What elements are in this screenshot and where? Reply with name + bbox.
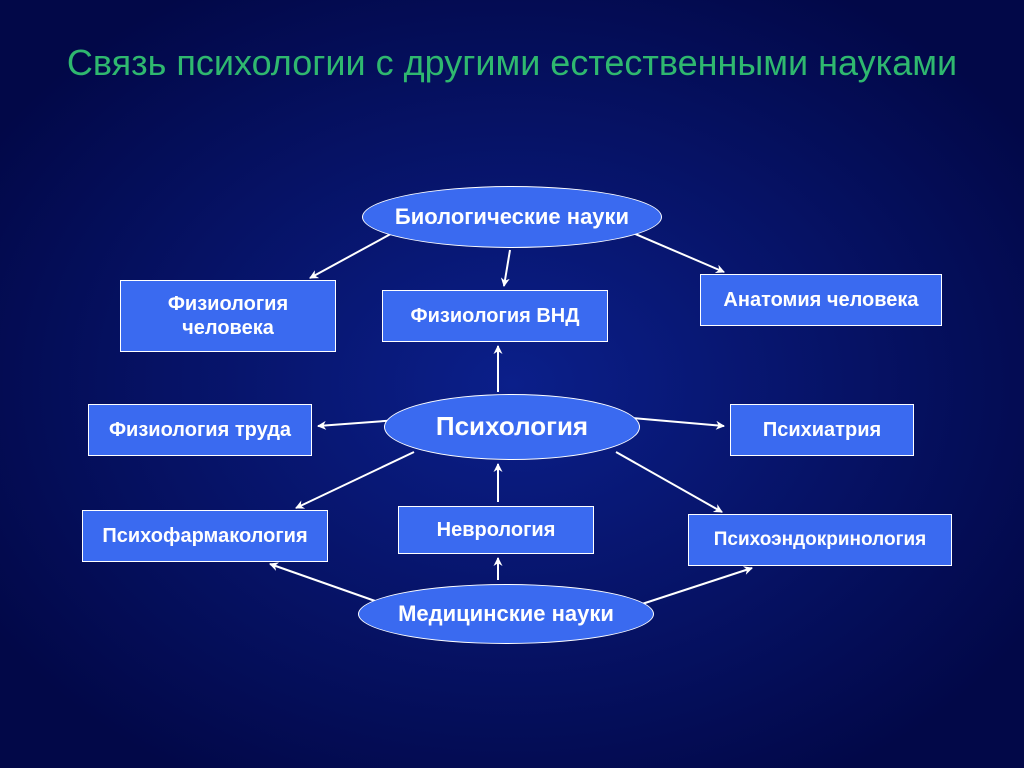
diagram-stage: Связь психологии с другими естественными…	[0, 0, 1024, 768]
arrows-layer	[0, 0, 1024, 768]
node-anatomy: Анатомия человека	[700, 274, 942, 326]
node-physio_vnd: Физиология ВНД	[382, 290, 608, 342]
node-bio: Биологические науки	[362, 186, 662, 248]
node-med: Медицинские науки	[358, 584, 654, 644]
node-psychiatry: Психиатрия	[730, 404, 914, 456]
node-psych: Психология	[384, 394, 640, 460]
arrow	[296, 452, 414, 508]
arrow	[310, 230, 398, 278]
node-neuro: Неврология	[398, 506, 594, 554]
arrow	[632, 418, 724, 426]
node-endo: Психоэндокринология	[688, 514, 952, 566]
arrow	[270, 564, 378, 602]
node-physio_lab: Физиология труда	[88, 404, 312, 456]
arrow	[626, 230, 724, 272]
slide-title: Связь психологии с другими естественными…	[0, 40, 1024, 85]
arrow	[616, 452, 722, 512]
arrow	[642, 568, 752, 604]
node-pharma: Психофармакология	[82, 510, 328, 562]
node-physio_h: Физиологиячеловека	[120, 280, 336, 352]
arrow	[504, 250, 510, 286]
